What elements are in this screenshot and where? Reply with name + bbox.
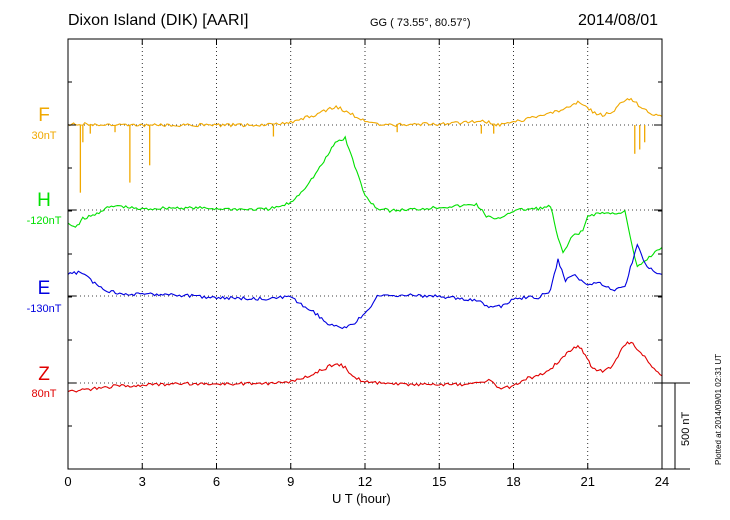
series-baseline-e: -130nT [27, 303, 62, 315]
series-line-h [67, 135, 663, 268]
station-coordinates: GG ( 73.55°, 80.57°) [370, 17, 471, 29]
series-label-z: Z [38, 364, 50, 385]
series-line-z [67, 341, 663, 393]
series-line-f [67, 97, 663, 128]
plotted-timestamp: Plotted at 2014/09/01 02:31 UT [714, 353, 723, 465]
series-label-f: F [38, 105, 50, 126]
series-label-h: H [37, 190, 51, 211]
x-tick-label: 0 [64, 474, 71, 489]
scale-bar-label: 500 nT [680, 411, 692, 446]
observation-date: 2014/08/01 [578, 12, 659, 29]
x-tick-label: 18 [506, 474, 520, 489]
x-axis-label: U T (hour) [332, 491, 391, 506]
series-baseline-f: 30nT [31, 130, 56, 142]
series-baseline-h: -120nT [27, 215, 62, 227]
series-baseline-z: 80nT [31, 388, 56, 400]
x-tick-label: 12 [358, 474, 372, 489]
x-tick-label: 24 [655, 474, 669, 489]
x-tick-label: 3 [139, 474, 146, 489]
series-label-e: E [38, 278, 51, 299]
series-line-e [67, 243, 663, 330]
x-tick-label: 6 [213, 474, 220, 489]
station-title: Dixon Island (DIK) [AARI] [68, 12, 249, 29]
x-tick-label: 9 [287, 474, 294, 489]
x-tick-label: 15 [432, 474, 446, 489]
x-tick-label: 21 [581, 474, 595, 489]
